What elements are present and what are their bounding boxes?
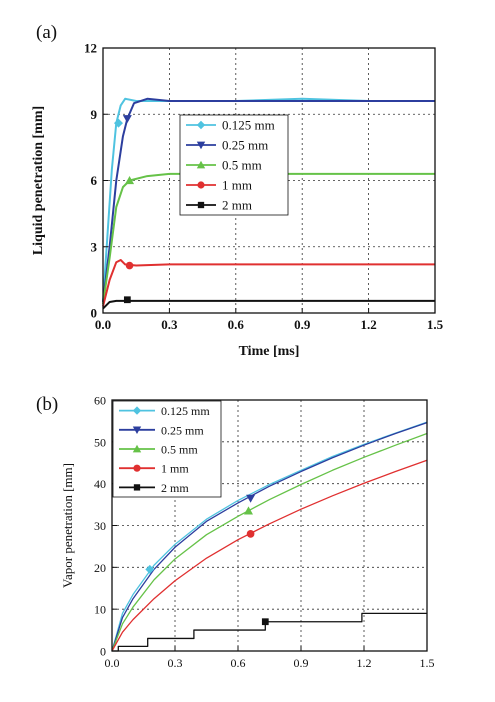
legend-marker [132, 406, 142, 415]
y-axis-label: Liquid penetration [mm] [31, 106, 46, 255]
y-tick-label: 6 [91, 173, 98, 188]
x-tick-label: 1.2 [357, 656, 372, 670]
series-marker-3 [246, 530, 255, 538]
series-line-1 [102, 97, 435, 303]
series-marker-0 [113, 118, 123, 128]
series-line-2 [102, 172, 435, 305]
x-tick-label: 0.6 [228, 317, 245, 332]
legend-marker [132, 444, 142, 453]
y-tick-label: 30 [94, 519, 106, 533]
legend-marker [196, 160, 206, 169]
legend-marker [197, 201, 205, 209]
series-line-4 [112, 612, 427, 652]
series-line-2 [111, 432, 428, 652]
y-tick-label: 40 [94, 477, 106, 491]
x-tick-label: 0.0 [95, 317, 111, 332]
series-marker-3 [125, 261, 134, 270]
series-marker-2 [244, 506, 253, 515]
y-tick-label: 10 [94, 603, 106, 617]
y-tick-label: 0 [100, 645, 106, 659]
series-line-3 [102, 259, 435, 307]
series-line-4 [102, 299, 435, 310]
y-tick-label: 60 [94, 394, 106, 408]
legend: 0.125 mm 0.25 mm 0.5 mm 1 mm 2 mm [112, 400, 222, 498]
x-tick-label: 0.9 [294, 656, 309, 670]
grid [103, 48, 435, 313]
y-tick-label: 3 [91, 239, 98, 254]
series-line-0 [102, 97, 435, 303]
legend-entry-label: 0.125 mm [161, 404, 210, 418]
x-tick-label: 0.0 [105, 656, 120, 670]
x-tick-label: 1.2 [360, 317, 376, 332]
panel-label: (b) [36, 394, 58, 415]
series-marker-1 [122, 115, 132, 124]
legend-marker [196, 120, 206, 130]
series-line-3 [111, 459, 428, 652]
series-marker-4 [261, 618, 269, 626]
legend-entry-label: 1 mm [222, 178, 252, 193]
series-marker-0 [145, 564, 155, 574]
legend-entry-label: 2 mm [222, 198, 252, 213]
series-line-0 [111, 421, 428, 652]
legend-entry-label: 0.25 mm [161, 423, 204, 437]
legend-marker [133, 484, 141, 491]
legend-entry-label: 0.25 mm [222, 138, 268, 153]
panel-label: (a) [36, 22, 57, 43]
legend-entry-label: 0.5 mm [161, 443, 198, 457]
chart-panel-a: (a) 0.0 0.3 0.6 0.9 1.2 1.5 0 3 6 9 12 Time [ms] Liqu… [31, 22, 444, 359]
x-tick-label: 0.9 [294, 317, 311, 332]
x-axis-label: Time [ms] [239, 344, 300, 359]
legend-marker [132, 426, 142, 434]
y-axis-label: Vapor penetration [mm] [60, 463, 75, 588]
legend-marker [133, 464, 141, 472]
legend-marker [196, 141, 206, 150]
series-line-1 [111, 421, 428, 652]
x-tick-label: 0.6 [231, 656, 246, 670]
legend: 0.125 mm 0.25 mm 0.5 mm 1 mm 2 mm [179, 114, 289, 216]
legend-entry-label: 0.125 mm [222, 118, 275, 133]
y-tick-label: 20 [94, 561, 106, 575]
series-marker-2 [125, 176, 135, 185]
chart-panel-b: (b) 0.0 0.3 0.6 0.9 1.2 1.5 0 10 20 30 40 50 60 Vapor … [36, 394, 435, 671]
series-marker-4 [123, 296, 131, 304]
y-tick-label: 0 [91, 306, 98, 321]
y-tick-label: 9 [91, 107, 98, 122]
legend-entry-label: 1 mm [161, 462, 189, 476]
series-marker-1 [246, 494, 256, 503]
y-tick-label: 12 [84, 41, 97, 56]
y-tick-label: 50 [94, 435, 106, 449]
legend-entry-label: 2 mm [161, 481, 189, 495]
x-tick-label: 0.3 [161, 317, 178, 332]
x-tick-label: 1.5 [420, 656, 435, 670]
x-tick-label: 0.3 [168, 656, 183, 670]
x-tick-label: 1.5 [427, 317, 444, 332]
legend-marker [197, 181, 205, 189]
legend-entry-label: 0.5 mm [222, 158, 262, 173]
